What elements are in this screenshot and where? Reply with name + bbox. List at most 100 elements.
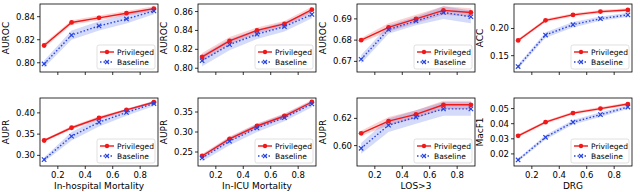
legend: PrivilegedBaseline	[571, 45, 629, 69]
marker	[69, 20, 74, 25]
y-tick-label: 0.25	[174, 147, 193, 157]
x-axis-label: LOS>3	[401, 181, 432, 191]
y-tick	[195, 49, 198, 50]
marker	[42, 157, 46, 161]
y-axis-label: MacF1	[475, 117, 485, 146]
legend: PrivilegedBaseline	[97, 45, 155, 69]
x-tick	[270, 72, 271, 75]
marker	[69, 33, 73, 37]
y-tick	[511, 28, 514, 29]
x-tick-label: 0.4	[553, 170, 567, 180]
x-tick-label: 0.2	[525, 170, 539, 180]
legend-label: Privileged	[275, 48, 312, 57]
x-tick	[559, 166, 560, 169]
marker	[200, 58, 204, 62]
x-tick	[374, 72, 375, 75]
marker	[414, 115, 418, 119]
x-tick	[270, 166, 271, 169]
x-tick	[614, 72, 615, 75]
x-tick-label: 0.6	[580, 170, 594, 180]
marker	[516, 158, 520, 162]
y-axis-label: AUPR	[318, 120, 328, 144]
y-tick-label: 0.35	[16, 129, 35, 139]
y-tick-label: 0.20	[490, 23, 509, 33]
y-tick	[354, 40, 357, 41]
legend: PrivilegedBaseline	[414, 45, 472, 69]
legend-label: Baseline	[591, 58, 623, 67]
marker	[571, 12, 576, 17]
marker	[97, 24, 101, 28]
y-tick	[354, 118, 357, 119]
x-tick-label: 0.6	[106, 170, 120, 180]
x-tick	[402, 166, 403, 169]
y-tick-label: 0.40	[16, 108, 35, 118]
legend-label: Privileged	[591, 142, 628, 151]
marker	[359, 57, 363, 61]
legend-marker	[263, 60, 267, 64]
marker	[97, 116, 102, 121]
legend-marker	[263, 144, 267, 148]
legend-box	[571, 139, 629, 163]
marker	[69, 134, 73, 138]
x-tick-label: 0.2	[209, 170, 223, 180]
marker	[309, 7, 314, 12]
legend-marker	[105, 50, 109, 54]
x-tick	[298, 72, 299, 75]
panel: 0.670.680.69AUROCPrivilegedBaseline	[318, 4, 475, 75]
x-tick	[215, 72, 216, 75]
y-tick-label: 0.80	[174, 63, 193, 73]
y-axis-label: AUPR	[159, 120, 169, 144]
y-tick	[354, 18, 357, 19]
panel: 0.020.030.040.050.20.40.60.8MacF1DRGPriv…	[475, 98, 632, 191]
y-axis-label: AUROC	[159, 22, 169, 54]
marker	[414, 19, 418, 23]
y-tick-label: 0.69	[333, 14, 352, 24]
legend-marker	[105, 60, 109, 64]
legend: PrivilegedBaseline	[414, 139, 472, 163]
legend-label: Baseline	[275, 58, 307, 67]
marker	[359, 131, 364, 136]
marker	[124, 11, 129, 16]
legend-marker	[263, 50, 267, 54]
x-tick	[85, 166, 86, 169]
x-tick	[457, 166, 458, 169]
x-tick-label: 0.6	[264, 170, 278, 180]
y-tick	[195, 11, 198, 12]
x-tick	[559, 72, 560, 75]
marker	[516, 38, 521, 43]
y-tick-label: 0.60	[333, 141, 352, 151]
y-tick	[354, 145, 357, 146]
y-tick	[354, 61, 357, 62]
legend-label: Privileged	[275, 142, 312, 151]
panel: 0.600.620.20.40.60.8AUPRLOS>3PrivilegedB…	[318, 98, 475, 191]
error-band	[518, 8, 628, 42]
y-tick-label: 0.30	[16, 150, 35, 160]
marker	[227, 139, 231, 143]
frame	[40, 4, 158, 72]
x-tick	[586, 166, 587, 169]
x-tick	[85, 72, 86, 75]
marker	[441, 107, 445, 111]
y-axis-label: AUROC	[1, 22, 11, 54]
marker	[124, 17, 128, 21]
legend-label: Baseline	[117, 152, 149, 161]
legend-label: Baseline	[434, 58, 466, 67]
y-axis-label: AUPR	[1, 120, 11, 144]
x-tick	[243, 166, 244, 169]
marker	[626, 13, 630, 17]
y-tick	[37, 39, 40, 40]
frame	[357, 4, 475, 72]
marker	[255, 126, 259, 130]
x-tick	[374, 166, 375, 169]
legend-marker	[422, 154, 426, 158]
marker	[543, 18, 548, 23]
marker	[282, 24, 286, 28]
y-tick-label: 0.82	[16, 35, 35, 45]
marker	[310, 12, 314, 16]
panel: 0.800.820.84AUROCPrivilegedBaseline	[1, 4, 158, 75]
x-tick	[586, 72, 587, 75]
x-tick	[402, 72, 403, 75]
marker	[255, 32, 259, 36]
frame	[514, 4, 632, 72]
legend-box	[414, 139, 472, 163]
